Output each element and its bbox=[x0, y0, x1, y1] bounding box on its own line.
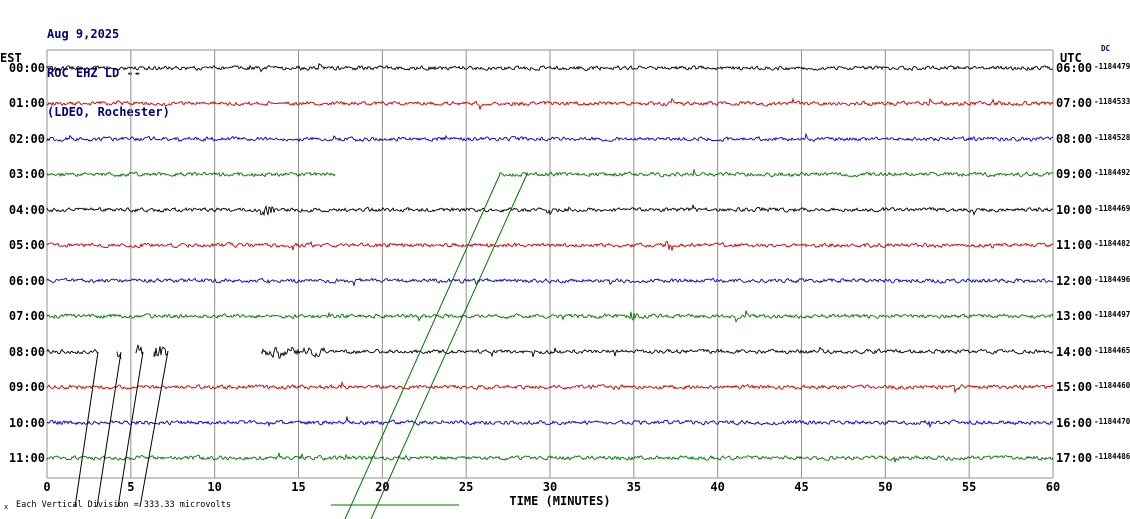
trace-est-0700 bbox=[46, 310, 1054, 324]
est-label-0700: 07:00 bbox=[8, 309, 45, 324]
event-line-0 bbox=[74, 351, 99, 508]
dc-value: -1184479 bbox=[1094, 62, 1130, 71]
trace-est-0500 bbox=[46, 240, 1054, 251]
est-label-1100: 11:00 bbox=[8, 450, 45, 465]
dc-value: -1184497 bbox=[1094, 310, 1130, 320]
trace-est-0400 bbox=[46, 204, 1054, 217]
utc-time-text: 13:00 bbox=[1056, 309, 1093, 324]
header-station: ROC EHZ LD -- bbox=[47, 66, 141, 80]
x-tick-label-5: 5 bbox=[127, 480, 135, 494]
est-label-0400: 04:00 bbox=[8, 202, 45, 217]
trace-est-0200 bbox=[46, 132, 1054, 143]
utc-time-text: 16:00 bbox=[1056, 415, 1093, 430]
event-line-5 bbox=[370, 173, 528, 519]
dc-value: -1184486 bbox=[1094, 451, 1130, 461]
dc-value: -1184496 bbox=[1094, 274, 1130, 284]
est-label-0800: 08:00 bbox=[8, 344, 45, 359]
scale-marker: x bbox=[4, 503, 9, 511]
event-line-1 bbox=[96, 351, 122, 508]
trace-est-1100 bbox=[46, 452, 1054, 463]
utc-time-text: 08:00 bbox=[1056, 131, 1093, 146]
utc-time-text: 15:00 bbox=[1056, 380, 1093, 395]
utc-time-text: 07:00 bbox=[1056, 96, 1093, 111]
dc-value: -1184492 bbox=[1094, 168, 1130, 178]
utc-label-0700: 07:00 -1184533 bbox=[1056, 95, 1130, 111]
trace-est-0000 bbox=[46, 62, 1053, 73]
utc-label-0800: 08:00 -1184528 bbox=[1056, 131, 1130, 147]
x-tick-label-10: 10 bbox=[207, 480, 222, 494]
dc-value: -1184482 bbox=[1094, 239, 1130, 249]
utc-label-1200: 12:00 -1184496 bbox=[1056, 273, 1130, 289]
event-line-2 bbox=[117, 351, 144, 508]
est-label-0500: 05:00 bbox=[8, 238, 45, 253]
est-label-0100: 01:00 bbox=[8, 96, 45, 111]
x-tick-label-45: 45 bbox=[794, 480, 809, 494]
utc-time-text: 17:00 bbox=[1056, 450, 1093, 465]
x-axis-title: TIME (MINUTES) bbox=[509, 494, 611, 508]
est-label-0200: 02:00 bbox=[8, 131, 45, 146]
x-tick-label-50: 50 bbox=[878, 480, 893, 494]
utc-label-1600: 16:00 -1184470 bbox=[1056, 415, 1130, 431]
utc-label-0900: 09:00 -1184492 bbox=[1056, 166, 1130, 182]
event-line-4 bbox=[344, 173, 501, 519]
x-tick-label-0: 0 bbox=[43, 480, 51, 494]
dc-value: -1184465 bbox=[1094, 345, 1130, 355]
trace-est-0600 bbox=[46, 277, 1054, 288]
utc-label-1000: 10:00 -1184469 bbox=[1056, 202, 1130, 218]
dc-value: -1184470 bbox=[1094, 416, 1130, 426]
est-label-0600: 06:00 bbox=[8, 273, 45, 288]
utc-time-text: 10:00 bbox=[1056, 202, 1093, 217]
trace-est-0300 bbox=[46, 169, 1054, 178]
dc-value: -1184533 bbox=[1094, 97, 1130, 107]
trace-est-1000 bbox=[46, 416, 1054, 429]
x-tick-label-60: 60 bbox=[1045, 480, 1061, 494]
utc-time-text: 06:00 bbox=[1056, 61, 1093, 75]
utc-time-text: 14:00 bbox=[1056, 344, 1093, 359]
trace-est-0800 bbox=[46, 344, 1054, 359]
plot-header: Aug 9,2025 ROC EHZ LD -- (LDEO, Rocheste… bbox=[47, 2, 170, 145]
x-tick-label-55: 55 bbox=[961, 480, 977, 494]
x-tick-label-15: 15 bbox=[291, 480, 306, 494]
dc-value: -1184460 bbox=[1094, 381, 1130, 391]
utc-time-text: 12:00 bbox=[1056, 273, 1093, 288]
dc-value: -1184469 bbox=[1094, 203, 1130, 213]
right-axis-label: UTC bbox=[1060, 51, 1082, 65]
est-label-1000: 10:00 bbox=[8, 415, 45, 430]
est-label-0900: 09:00 bbox=[8, 380, 45, 395]
left-axis-label: EST bbox=[0, 51, 22, 65]
est-label-0000: 00:00 bbox=[8, 61, 45, 75]
utc-label-1300: 13:00 -1184497 bbox=[1056, 308, 1130, 324]
dc-value: -1184528 bbox=[1094, 132, 1130, 142]
utc-label-0600: 06:00 -1184479 bbox=[1056, 60, 1130, 76]
x-tick-label-20: 20 bbox=[375, 480, 390, 494]
utc-label-1400: 14:00 -1184465 bbox=[1056, 344, 1130, 360]
header-location: (LDEO, Rochester) bbox=[47, 105, 170, 119]
scale-note: Each Vertical Division = 333.33 microvol… bbox=[16, 500, 231, 510]
x-tick-label-40: 40 bbox=[710, 480, 725, 494]
header-date: Aug 9,2025 bbox=[47, 27, 120, 41]
trace-est-0100 bbox=[46, 97, 1054, 110]
est-label-0300: 03:00 bbox=[8, 167, 45, 182]
utc-label-1700: 17:00 -1184486 bbox=[1056, 450, 1130, 466]
x-tick-label-25: 25 bbox=[458, 480, 474, 494]
x-tick-label-30: 30 bbox=[542, 480, 558, 494]
dc-column-label: DC bbox=[1101, 44, 1111, 53]
utc-time-text: 09:00 bbox=[1056, 167, 1093, 182]
utc-label-1500: 15:00 -1184460 bbox=[1056, 379, 1130, 395]
event-line-3 bbox=[139, 350, 169, 508]
trace-est-0900 bbox=[46, 380, 1054, 394]
x-tick-label-35: 35 bbox=[626, 480, 642, 494]
utc-time-text: 11:00 bbox=[1056, 238, 1093, 253]
utc-label-1100: 11:00 -1184482 bbox=[1056, 237, 1130, 253]
